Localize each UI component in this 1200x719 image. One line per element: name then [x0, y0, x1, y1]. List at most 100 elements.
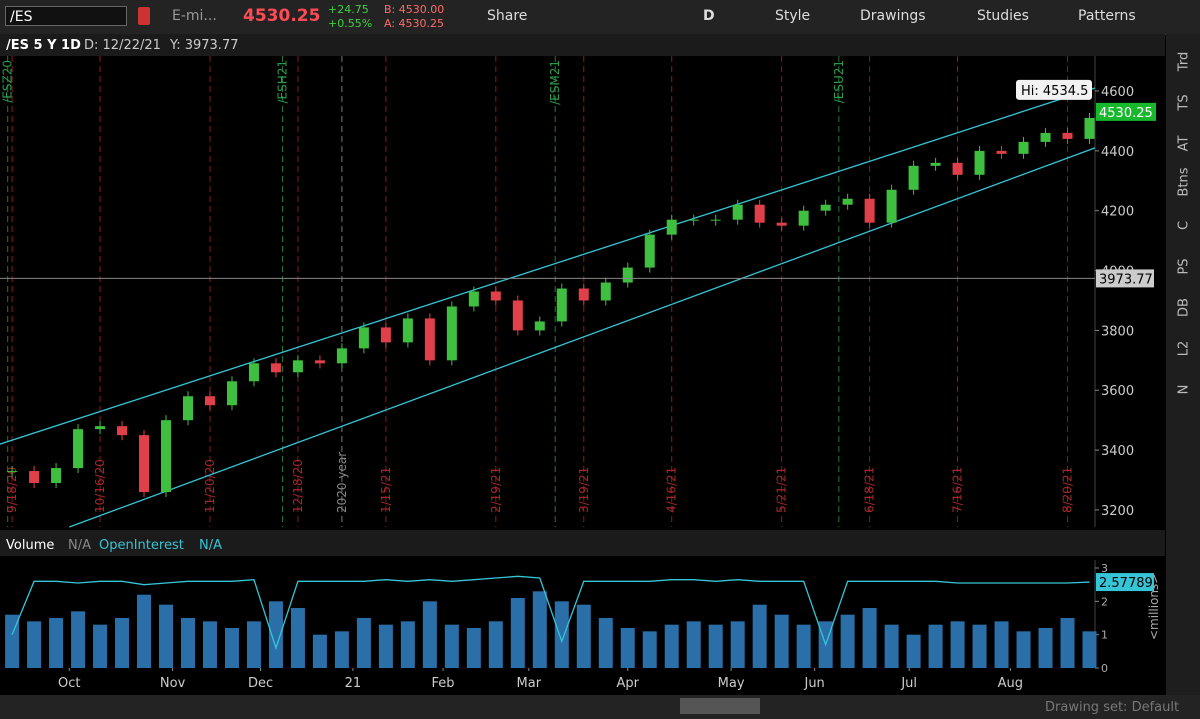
candle	[908, 165, 919, 190]
patterns-button[interactable]: Patterns	[1078, 8, 1136, 24]
link-icon[interactable]	[138, 7, 150, 25]
volume-bar	[972, 624, 987, 668]
open-interest-line	[11, 575, 1090, 651]
last-price: 4530.25	[243, 6, 321, 26]
share-button[interactable]: Share	[487, 8, 528, 24]
volume-bar	[884, 624, 899, 668]
open-interest-value: 2.57789	[1099, 576, 1153, 591]
candle	[1084, 117, 1095, 139]
symbol-box[interactable]: /ES	[5, 6, 127, 26]
expiration-line-label: 3/19/21	[577, 467, 591, 513]
side-tab[interactable]: C	[1176, 220, 1192, 231]
y-tick-label: 3	[1101, 562, 1108, 575]
candle	[688, 219, 699, 221]
candle	[754, 204, 765, 223]
candle	[1062, 132, 1073, 139]
volume-bar	[400, 621, 415, 668]
x-tick-label: Apr	[617, 676, 640, 691]
side-panel	[1166, 34, 1200, 719]
x-tick-label: Oct	[58, 676, 80, 691]
contract-line-label: /ESZ20	[1, 60, 15, 103]
volume-bar	[224, 628, 239, 668]
candle	[996, 150, 1007, 154]
x-tick-label: 21	[345, 676, 362, 691]
side-tab[interactable]: DB	[1176, 298, 1192, 317]
expiration-line-label: 7/16/21	[951, 467, 965, 513]
candle	[73, 429, 84, 469]
expiration-line-label: 4/16/21	[665, 467, 679, 513]
cursor-price: Y: 3973.77	[169, 38, 239, 53]
candle	[776, 222, 787, 226]
expiration-line-label: 8/20/21	[1061, 467, 1075, 513]
candle	[29, 471, 40, 484]
high-tag	[1016, 79, 1092, 100]
candle	[666, 219, 677, 235]
contract-line-label: /ESU21	[832, 60, 846, 103]
side-tab[interactable]: Btns	[1176, 167, 1192, 197]
bid: B: 4530.00	[384, 3, 445, 16]
volume-bar	[598, 618, 613, 668]
volume-bar	[378, 624, 393, 668]
expiration-line-label: 10/16/20	[93, 459, 107, 513]
volume-bar	[1038, 628, 1053, 668]
volume-legend: N/A	[68, 538, 91, 553]
volume-bar	[488, 621, 503, 668]
y-tick-label: 1	[1101, 629, 1108, 642]
volume-bar	[1082, 631, 1097, 668]
y-tick-label: 3600	[1101, 384, 1134, 399]
volume-bar	[510, 598, 525, 668]
side-tab[interactable]: TS	[1176, 94, 1192, 111]
x-tick-label: Mar	[517, 676, 542, 691]
candle	[644, 234, 655, 268]
candle	[139, 435, 150, 492]
volume-bar	[444, 624, 459, 668]
candle	[446, 306, 457, 361]
x-tick-label: Jun	[803, 676, 824, 691]
x-tick-label: Feb	[432, 676, 455, 691]
x-tick-label: Jul	[900, 676, 917, 691]
candle	[336, 348, 347, 364]
volume-bar	[312, 634, 327, 668]
volume-bar	[356, 618, 371, 668]
scroll-thumb[interactable]	[680, 698, 760, 714]
volume-bar	[928, 624, 943, 668]
volume-bar	[246, 621, 261, 668]
candle	[600, 282, 611, 301]
style-button[interactable]: Style	[775, 8, 811, 24]
side-tab[interactable]: L2	[1176, 340, 1192, 357]
side-tab[interactable]: Trd	[1176, 51, 1192, 72]
volume-bar	[642, 631, 657, 668]
candle	[864, 198, 875, 223]
description: E-mi...	[172, 8, 217, 24]
candle	[886, 189, 897, 223]
side-tab[interactable]: AT	[1176, 135, 1192, 152]
volume-bar	[774, 614, 789, 668]
volume-bar	[71, 611, 86, 668]
expiration-line-label: 11/20/20	[203, 459, 217, 513]
studies-button[interactable]: Studies	[977, 8, 1029, 24]
volume-bar	[49, 618, 64, 668]
year-label: 2020 year	[335, 452, 349, 513]
side-tab[interactable]: PS	[1176, 258, 1192, 275]
candle	[7, 471, 18, 473]
volume-bar	[862, 608, 877, 668]
side-tab[interactable]: N	[1176, 384, 1192, 395]
candle	[226, 381, 237, 406]
candle	[512, 300, 523, 331]
ask: A: 4530.25	[384, 17, 445, 30]
candle	[578, 288, 589, 301]
volume-bar	[27, 621, 42, 668]
candle	[117, 426, 128, 436]
chart-area: /ES 5 Y 1D D: 12/22/21 Y: 3973.77 Drawin…	[0, 34, 1200, 719]
period-button[interactable]: D	[703, 8, 715, 24]
drawing-set[interactable]: Drawing set: Default	[1045, 700, 1179, 715]
volume-bar	[730, 621, 745, 668]
expiration-line-label: 9/18/20	[5, 467, 19, 513]
change: +24.75	[328, 3, 369, 16]
volume-bar	[137, 594, 152, 668]
y-tick-label: 3200	[1101, 504, 1134, 519]
drawings-button[interactable]: Drawings	[860, 8, 926, 24]
candle	[798, 210, 809, 226]
volume-header-bg	[0, 530, 1165, 556]
volume-bar	[180, 618, 195, 668]
